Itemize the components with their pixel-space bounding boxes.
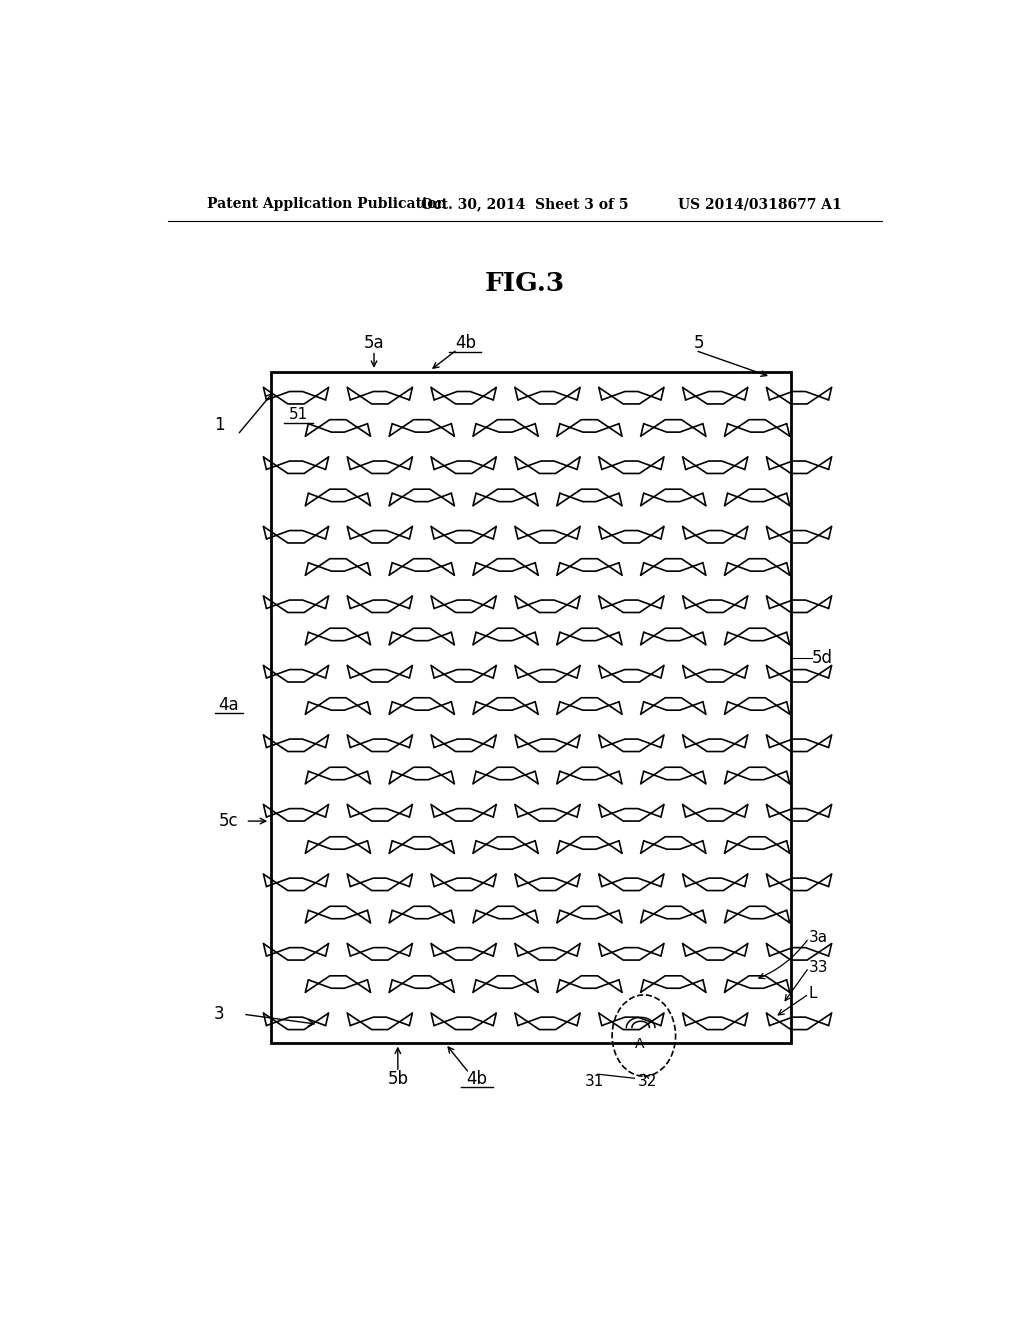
Text: Oct. 30, 2014  Sheet 3 of 5: Oct. 30, 2014 Sheet 3 of 5 [421,197,629,211]
Text: 3a: 3a [809,931,828,945]
Text: 33: 33 [809,960,828,975]
Text: Patent Application Publication: Patent Application Publication [207,197,447,211]
Text: 5d: 5d [812,649,834,668]
Text: 51: 51 [289,407,308,422]
Text: 3: 3 [214,1006,224,1023]
Text: 5c: 5c [219,812,239,830]
Text: 31: 31 [585,1073,604,1089]
Text: 4b: 4b [455,334,476,352]
Text: 5b: 5b [387,1071,409,1088]
Text: FIG.3: FIG.3 [484,271,565,296]
Text: 4a: 4a [218,696,239,714]
Text: 32: 32 [637,1073,656,1089]
Bar [270,372,791,1043]
Text: L: L [809,986,817,1002]
Text: 5: 5 [694,334,705,352]
Text: 4b: 4b [467,1071,487,1088]
Text: 1: 1 [214,416,224,434]
Text: A: A [635,1036,645,1051]
Text: 5a: 5a [364,334,384,352]
Text: US 2014/0318677 A1: US 2014/0318677 A1 [679,197,842,211]
